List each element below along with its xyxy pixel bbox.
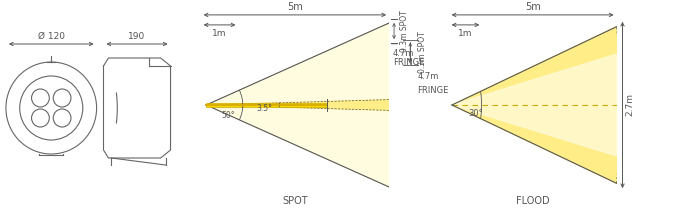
Text: 1m: 1m xyxy=(458,29,473,38)
Text: FRINGE: FRINGE xyxy=(418,86,449,95)
Text: 2.7m: 2.7m xyxy=(625,93,634,117)
Text: FLOOD: FLOOD xyxy=(516,196,549,206)
Text: 190: 190 xyxy=(128,32,146,41)
Text: 30°: 30° xyxy=(469,109,483,118)
Text: 1m: 1m xyxy=(212,29,227,38)
Text: SPOT: SPOT xyxy=(282,196,308,206)
Text: 3.5°: 3.5° xyxy=(256,104,272,113)
Text: 4.7m: 4.7m xyxy=(418,72,439,81)
Text: FRINGE: FRINGE xyxy=(393,58,425,67)
Polygon shape xyxy=(206,100,389,110)
Text: Ø 120: Ø 120 xyxy=(38,32,65,41)
Text: 50°: 50° xyxy=(221,111,235,120)
Text: 4.7m: 4.7m xyxy=(393,49,414,58)
Polygon shape xyxy=(452,27,616,183)
Text: 0.3m SPOT: 0.3m SPOT xyxy=(400,10,409,52)
Text: 5m: 5m xyxy=(287,2,303,12)
Polygon shape xyxy=(206,23,389,187)
Text: 5m: 5m xyxy=(525,2,540,12)
Text: 0.3m SPOT: 0.3m SPOT xyxy=(418,32,427,73)
Polygon shape xyxy=(452,54,616,156)
Bar xyxy=(206,102,327,108)
